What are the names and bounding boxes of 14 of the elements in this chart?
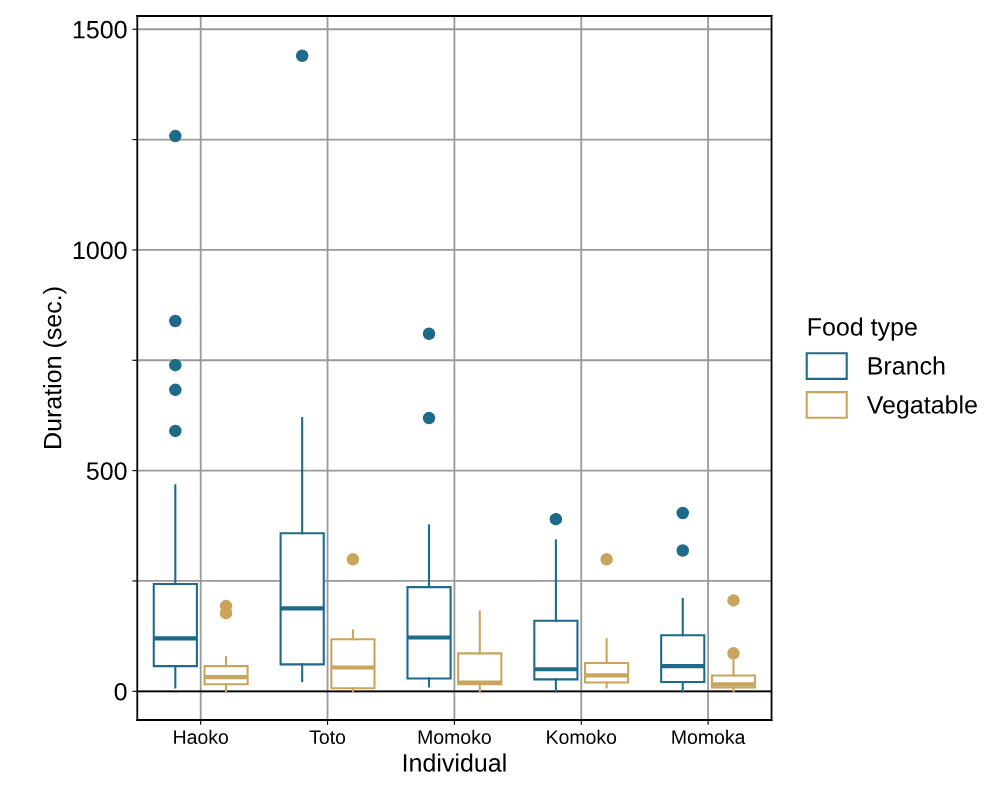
x-axis-title: Individual [403,753,506,772]
x-tick-label: Toto [309,730,346,744]
x-tick-label: Momoka [672,729,746,744]
legend-label: Vegatable [866,395,977,419]
x-tick-label: Haoko [174,729,228,744]
legend-label: Branch [868,356,945,375]
y-tick-label: 1000 [73,241,127,260]
x-tick-label: Momoko [418,729,491,744]
y-tick-label: 1500 [73,20,127,39]
y-axis-title: Duration (sec.) [43,287,67,448]
x-tick-label: Komoko [547,729,617,744]
y-tick-label: 0 [114,682,127,701]
legend-title: Food type [808,317,917,341]
y-tick-label: 500 [86,462,127,480]
